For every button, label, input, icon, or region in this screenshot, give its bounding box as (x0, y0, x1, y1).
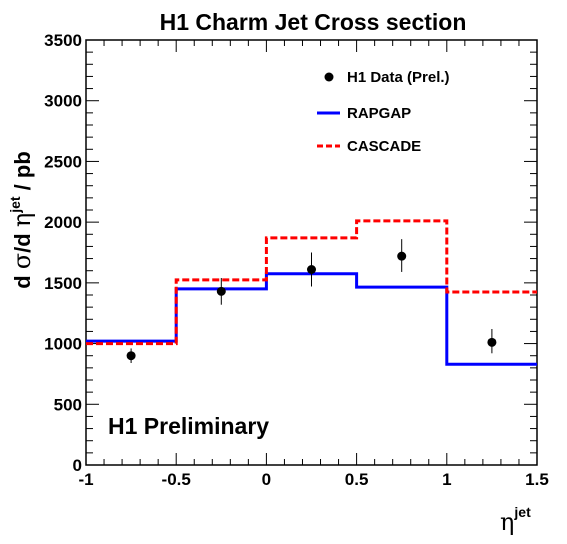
y-tick-label: 2000 (44, 213, 82, 232)
legend: H1 Data (Prel.) RAPGAP CASCADE (317, 69, 450, 155)
ylabel-sup: jet (7, 196, 23, 214)
series-layer (86, 219, 537, 366)
x-tick-labels: -1 -0.5 0 0.5 1 1.5 (78, 470, 548, 489)
xlabel-eta: η (500, 508, 514, 536)
legend-data-marker (324, 72, 334, 82)
y-tick-label: 3500 (44, 31, 82, 50)
xlabel-sup: jet (513, 504, 531, 520)
cascade-step-line (86, 219, 537, 346)
h1-preliminary-annotation: H1 Preliminary (108, 413, 269, 439)
y-axis-label: d σ/d ηjet / pb (7, 151, 36, 289)
x-tick-label: -0.5 (162, 470, 191, 489)
ylabel-mid: /d (10, 227, 35, 253)
data-point (487, 337, 497, 347)
plot-frame (85, 39, 538, 466)
rapgap-step-line (86, 272, 537, 366)
data-point (307, 265, 316, 274)
ylabel-sigma: σ (8, 253, 36, 269)
x-tick-label: 1 (442, 470, 451, 489)
x-tick-label: 0.5 (345, 470, 369, 489)
y-tick-label: 1000 (44, 335, 82, 354)
ylabel-prefix: d (10, 269, 35, 289)
y-tick-label: 3000 (44, 92, 82, 111)
axis-ticks (85, 39, 538, 466)
legend-cascade-label: CASCADE (347, 138, 421, 155)
x-tick-label: 1.5 (525, 470, 549, 489)
y-tick-label: 0 (73, 456, 82, 475)
x-axis-label: ηjet (500, 504, 531, 536)
legend-data-label: H1 Data (Prel.) (347, 69, 450, 86)
x-tick-label: 0 (262, 470, 271, 489)
chart-title: H1 Charm Jet Cross section (160, 9, 467, 35)
y-tick-label: 1500 (44, 274, 82, 293)
legend-rapgap-label: RAPGAP (347, 105, 411, 122)
y-tick-label: 500 (54, 395, 82, 414)
data-point (126, 351, 136, 361)
data-point (216, 286, 226, 296)
x-tick-label: -1 (78, 470, 93, 489)
y-tick-label: 2500 (44, 152, 82, 171)
y-tick-labels: 0 500 1000 1500 2000 2500 3000 3500 (44, 31, 82, 475)
data-point (397, 251, 407, 261)
ylabel-suffix: / pb (10, 151, 35, 196)
ylabel-eta: η (8, 213, 36, 227)
